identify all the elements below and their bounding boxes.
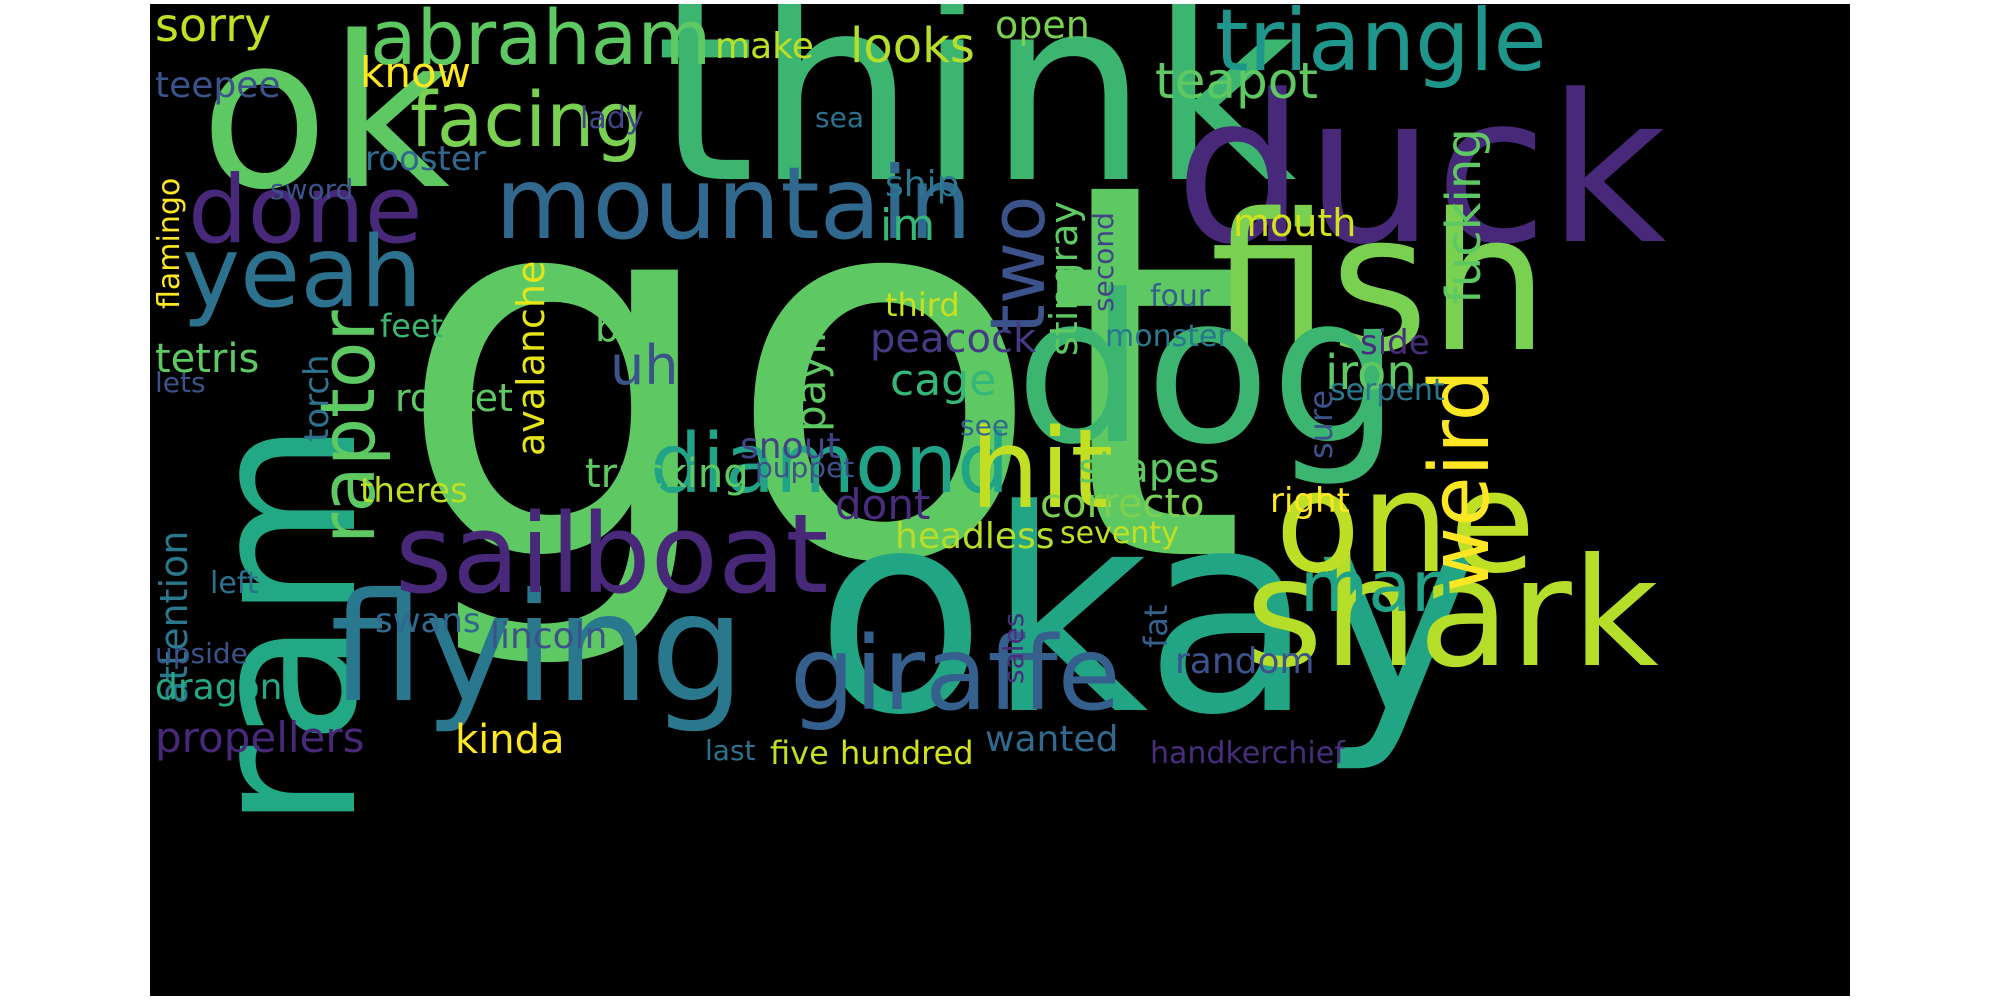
word-tetris: tetris (155, 336, 260, 382)
word-shapes: shapes (1078, 446, 1220, 492)
word-side: side (1360, 323, 1430, 363)
word-okay: okay (815, 451, 1481, 777)
word-mouth: mouth (1233, 201, 1357, 245)
word-flying: flying (330, 562, 746, 736)
word-giraffe: giraffe (790, 615, 1121, 734)
word-lets: lets (155, 366, 206, 399)
word-duck: duck (1175, 52, 1667, 290)
word-think: think (655, 4, 1297, 240)
word-done: done (188, 156, 423, 265)
word-dog: dog (1015, 252, 1401, 490)
word-ship: ship (885, 164, 960, 205)
word-lincoln: lincoln (490, 616, 608, 657)
word-dont: dont (835, 480, 931, 529)
word-hit: hit (970, 405, 1114, 533)
word-four: four (1150, 279, 1211, 314)
word-headless: headless (895, 516, 1055, 557)
word-theres: theres (360, 471, 468, 511)
word-im: im (880, 200, 936, 251)
word-swans: swans (375, 601, 481, 641)
word-looks: looks (850, 18, 975, 74)
word-snout: snout (740, 426, 841, 467)
word-yeah: yeah (182, 216, 423, 330)
word-shark: shark (1245, 527, 1659, 701)
word-feet: feet (380, 307, 444, 345)
word-teapot: teapot (1155, 52, 1318, 110)
word-left: left (210, 566, 259, 601)
word-torch: torch (297, 354, 337, 442)
word-right: right (1270, 481, 1350, 521)
word-one: one (1275, 442, 1536, 605)
word-kinda: kinda (455, 717, 565, 763)
word-rocket: rocket (395, 376, 513, 420)
word-third: third (885, 286, 960, 324)
word-flamingo: flamingo (152, 177, 187, 309)
word-lady: lady (580, 101, 644, 136)
word-peacock: peacock (870, 316, 1037, 362)
word-last: last (705, 734, 756, 767)
word-sorry: sorry (155, 4, 272, 52)
word-fat: fat (1137, 604, 1175, 648)
word-upside: upside (155, 637, 248, 670)
word-correcto: correcto (1040, 481, 1205, 527)
word-tracking: tracking (585, 451, 749, 497)
word-paying: paying (786, 289, 835, 432)
word-random: random (1175, 641, 1315, 682)
word-triangle: triangle (1215, 4, 1547, 91)
word-facing: facing (410, 75, 643, 164)
word-seventy: seventy (1060, 516, 1179, 551)
word-handkerchief: handkerchief (1150, 736, 1345, 771)
word-wanted: wanted (985, 719, 1119, 760)
word-five: five (770, 734, 829, 772)
word-puppet: puppet (755, 451, 855, 484)
word-dragon: dragon (155, 667, 283, 708)
word-sales: sales (997, 612, 1030, 684)
word-sword: sword (270, 173, 354, 206)
word-mountain: mountain (495, 145, 973, 262)
word-got: got (395, 71, 1248, 677)
word-second: second (1087, 212, 1120, 312)
word-see: see (960, 409, 1010, 442)
word-fucking: fucking (1436, 128, 1492, 304)
word-bird: bird (595, 306, 669, 350)
word-man: man (1300, 546, 1456, 628)
word-diamond: diamond (650, 417, 1010, 512)
word-uh: uh (610, 334, 679, 397)
word-make: make (715, 26, 814, 67)
word-monster: monster (1105, 319, 1230, 354)
word-sure: sure (1302, 389, 1340, 459)
word-abraham: abraham (370, 4, 712, 82)
word-stingray: stingray (1042, 201, 1086, 356)
word-rooster: rooster (365, 139, 486, 179)
word-hundred: hundred (840, 734, 974, 772)
word-sailboat: sailboat (395, 490, 829, 618)
word-fish: fish (1210, 173, 1550, 394)
word-iron: iron (1325, 345, 1417, 401)
word-cloud: got think okay ok duck fish dog ram shark one flyi… (150, 4, 1850, 996)
word-teepee: teepee (155, 65, 281, 106)
word-cage: cage (890, 355, 997, 406)
word-open: open (995, 4, 1090, 47)
word-avalanche: avalanche (509, 260, 553, 456)
word-propellers: propellers (155, 713, 365, 762)
word-ok: ok (200, 4, 451, 236)
word-sea: sea (815, 101, 864, 134)
word-know: know (360, 48, 471, 97)
word-serpent: serpent (1330, 373, 1445, 408)
